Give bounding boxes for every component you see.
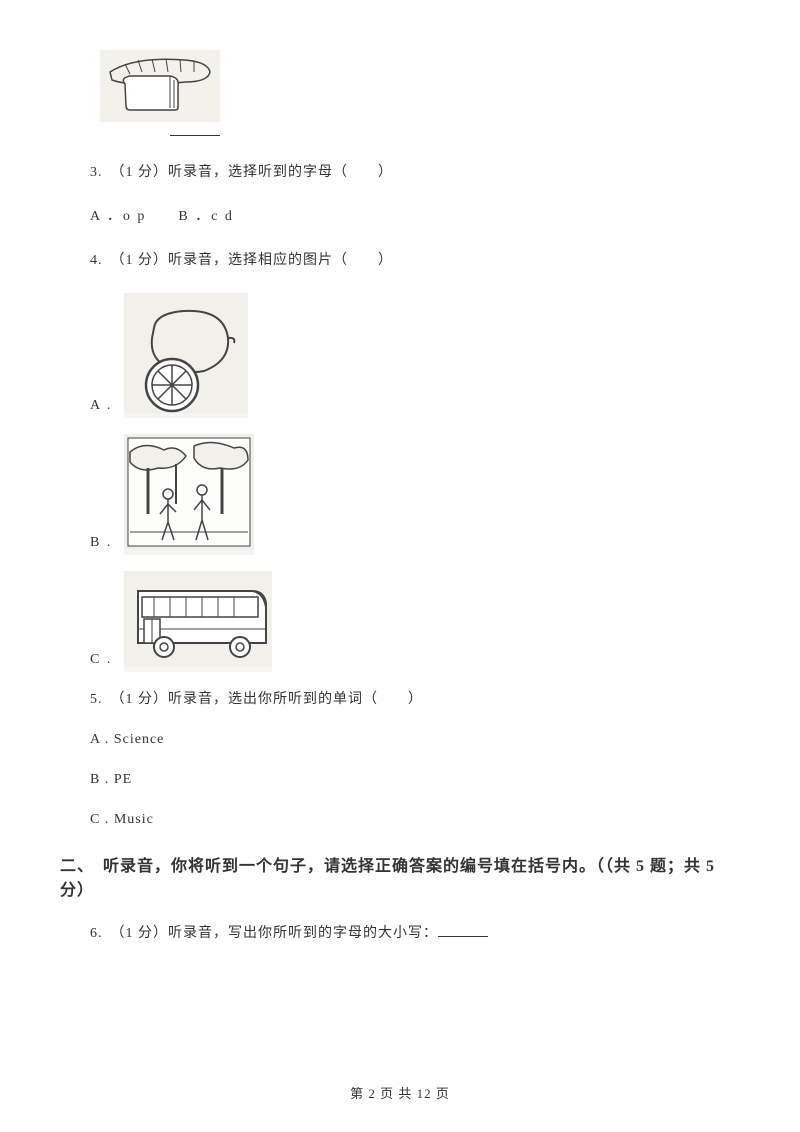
bread-image [100,50,740,127]
question-5: 5. （1 分）听录音，选出你所听到的单词（ ） [90,688,740,708]
q4-option-b-label: B . [90,535,112,555]
q6-blank [438,936,488,937]
blank-underline [170,135,220,136]
page-footer: 第 2 页 共 12 页 [0,1083,800,1102]
q5-option-c: C . Music [90,812,740,828]
page-content: 3. （1 分）听录音，选择听到的字母（ ） A ．o p B ．c d 4. … [60,50,740,942]
q5-option-b: B . PE [90,772,740,788]
bus-image [124,571,272,672]
question-6-text: 6. （1 分）听录音，写出你所听到的字母的大小写： [90,926,438,941]
q4-option-a: A . [90,293,740,418]
q5-option-a: A . Science [90,732,740,748]
question-3: 3. （1 分）听录音，选择听到的字母（ ） [90,161,740,181]
park-image [124,434,254,555]
question-4: 4. （1 分）听录音，选择相应的图片（ ） [90,249,740,269]
q4-option-c: C . [90,571,740,672]
q4-option-a-label: A . [90,398,112,418]
question-6: 6. （1 分）听录音，写出你所听到的字母的大小写： [90,922,740,942]
section-2-heading: 二、 听录音，你将听到一个句子，请选择正确答案的编号填在括号内。（（共 5 题；… [60,852,740,900]
q4-option-b: B . [90,434,740,555]
q4-option-c-label: C . [90,652,112,672]
question-3-options: A ．o p B ．c d [90,205,740,225]
lemon-image [124,293,248,418]
